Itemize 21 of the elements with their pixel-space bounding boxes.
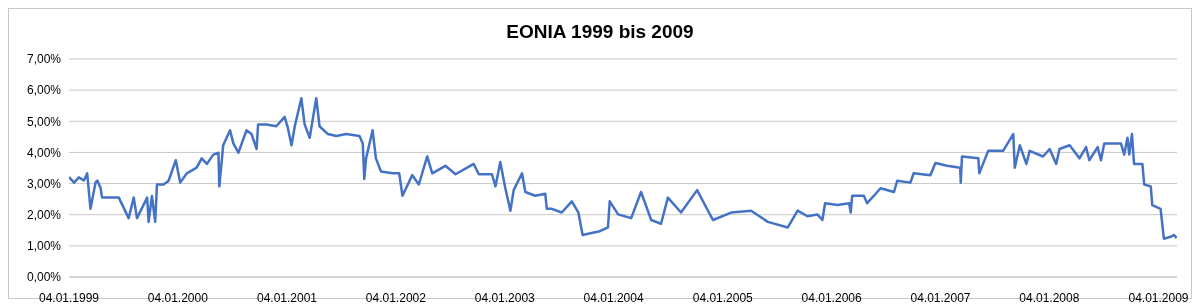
chart-title: EONIA 1999 bis 2009 — [505, 20, 695, 44]
x-tick-label: 04.01.1999 — [38, 290, 100, 305]
y-tick-label: 1,00% — [26, 239, 62, 254]
y-tick-label: 2,00% — [26, 207, 62, 222]
y-tick-label: 0,00% — [26, 270, 62, 285]
x-tick-label: 04.01.2009 — [1128, 290, 1189, 305]
x-tick-label: 04.01.2000 — [147, 290, 209, 305]
x-tick-label: 04.01.2007 — [910, 290, 971, 305]
x-tick-label: 04.01.2001 — [256, 290, 318, 305]
x-tick-label: 04.01.2008 — [1019, 290, 1080, 305]
y-tick-label: 6,00% — [26, 83, 62, 98]
y-tick-label: 7,00% — [26, 52, 62, 67]
x-tick-label: 04.01.2003 — [474, 290, 536, 305]
y-tick-label: 4,00% — [26, 145, 62, 160]
x-tick-label: 04.01.2002 — [365, 290, 427, 305]
x-tick-label: 04.01.2005 — [692, 290, 754, 305]
x-tick-label: 04.01.2006 — [801, 290, 862, 305]
x-tick-label: 04.01.2004 — [583, 290, 644, 305]
y-tick-label: 5,00% — [26, 114, 62, 129]
y-tick-label: 3,00% — [26, 176, 62, 191]
line-series — [69, 96, 1177, 240]
